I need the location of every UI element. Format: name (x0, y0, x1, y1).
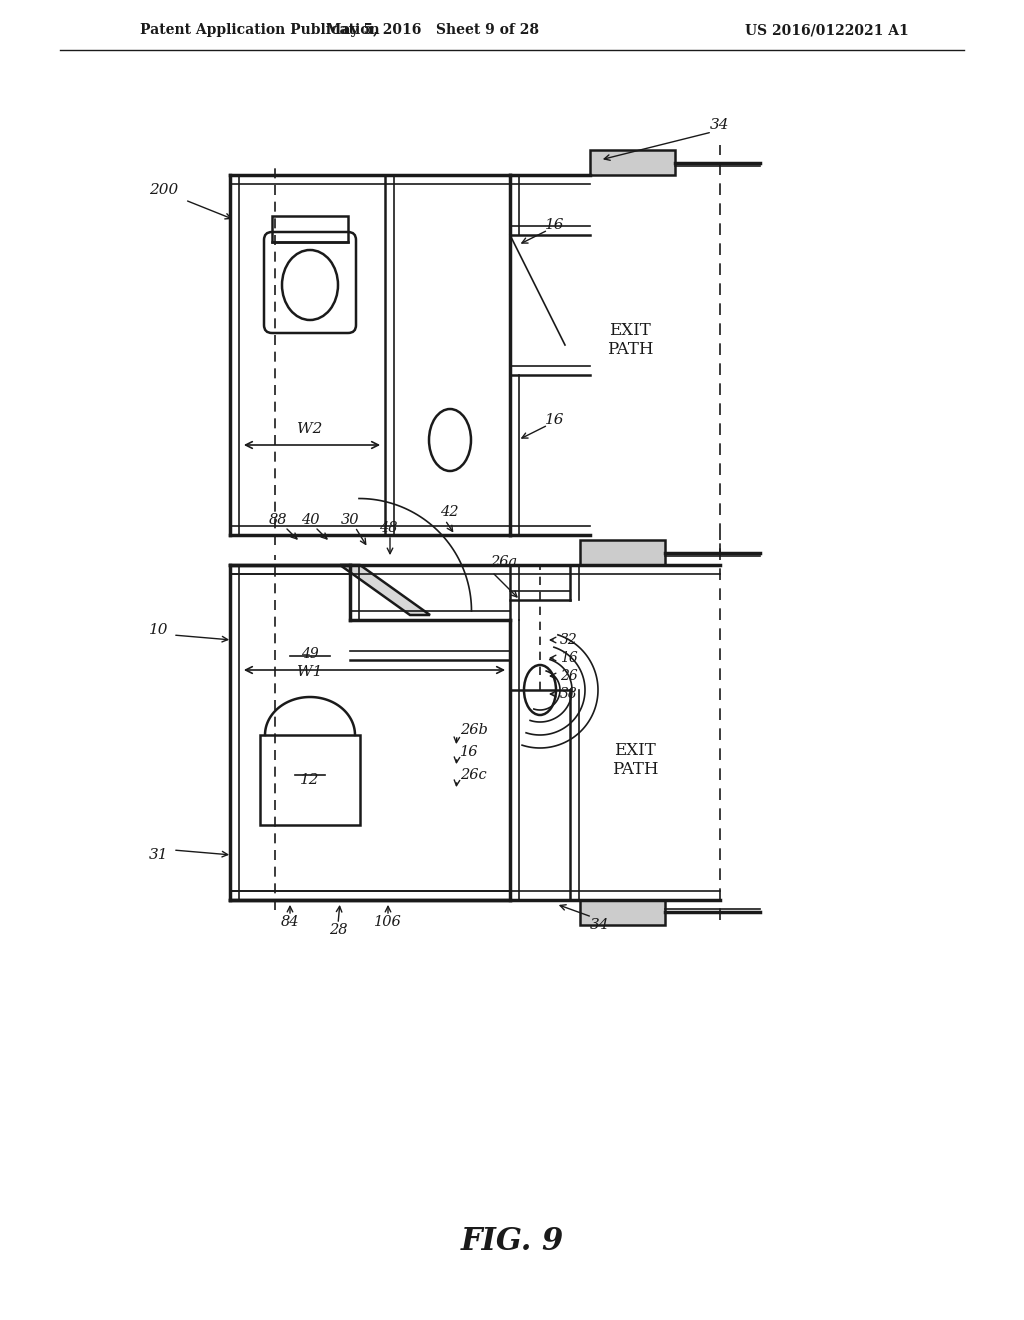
Text: 42: 42 (440, 506, 459, 519)
Text: 84: 84 (281, 915, 299, 929)
Text: 34: 34 (710, 117, 729, 132)
Text: 40: 40 (301, 513, 319, 527)
Text: 16: 16 (460, 744, 478, 759)
Text: W2: W2 (297, 422, 323, 436)
Text: 88: 88 (268, 513, 288, 527)
Text: EXIT
PATH: EXIT PATH (607, 322, 653, 358)
Text: US 2016/0122021 A1: US 2016/0122021 A1 (745, 22, 908, 37)
Text: 34: 34 (590, 917, 609, 932)
Text: 30: 30 (341, 513, 359, 527)
Text: 16: 16 (560, 651, 578, 665)
Text: FIG. 9: FIG. 9 (461, 1226, 563, 1258)
Text: 49: 49 (301, 647, 318, 661)
Text: 32: 32 (560, 634, 578, 647)
Text: 16: 16 (545, 413, 564, 426)
Text: May 5, 2016   Sheet 9 of 28: May 5, 2016 Sheet 9 of 28 (326, 22, 539, 37)
Bar (580, 900, 665, 925)
Text: 26c: 26c (460, 768, 486, 781)
Bar (580, 540, 665, 565)
Text: 28: 28 (329, 923, 347, 937)
Text: 10: 10 (148, 623, 168, 638)
Text: EXIT
PATH: EXIT PATH (611, 742, 658, 779)
Text: 26a: 26a (490, 554, 517, 569)
Text: 12: 12 (300, 774, 319, 787)
Text: W1: W1 (297, 665, 323, 678)
Polygon shape (340, 565, 430, 615)
Text: 31: 31 (148, 847, 168, 862)
Bar (260, 735, 360, 825)
Text: 200: 200 (148, 183, 178, 197)
Bar (272, 216, 348, 242)
Text: Patent Application Publication: Patent Application Publication (140, 22, 380, 37)
Text: 26: 26 (560, 669, 578, 682)
Text: 106: 106 (374, 915, 401, 929)
Text: 16: 16 (545, 218, 564, 232)
Text: 48: 48 (379, 521, 397, 535)
Text: 38: 38 (560, 686, 578, 701)
Bar (590, 150, 675, 176)
Text: 26b: 26b (460, 723, 487, 737)
